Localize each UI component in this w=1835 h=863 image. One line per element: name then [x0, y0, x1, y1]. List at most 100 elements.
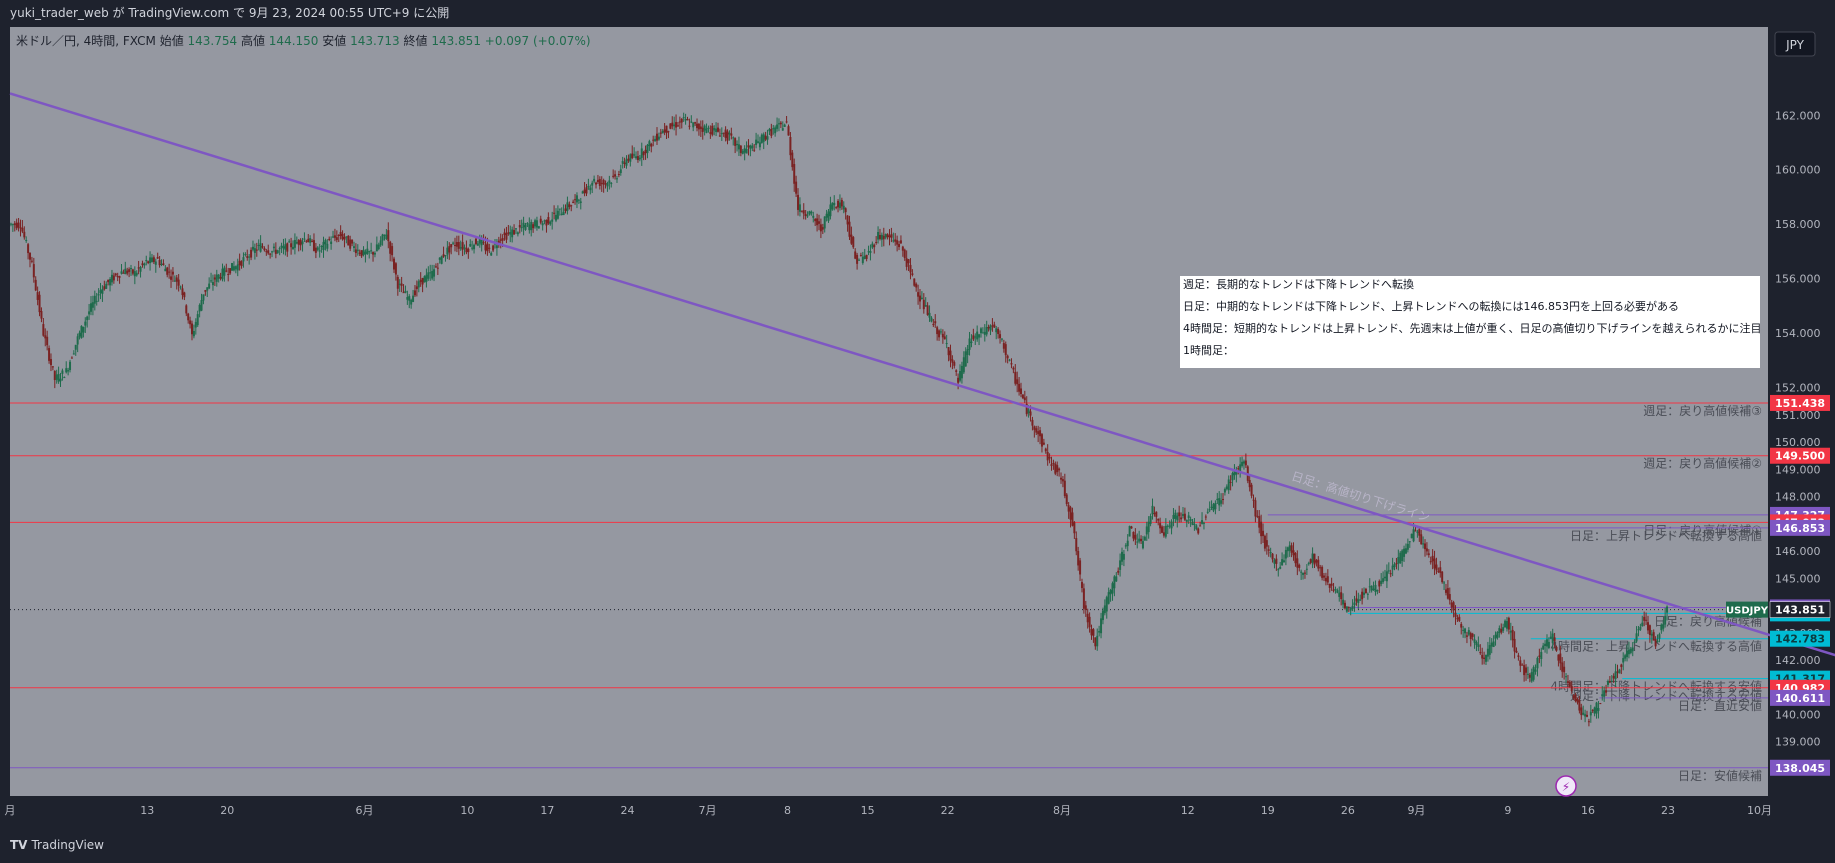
candle-body	[1483, 657, 1486, 659]
candle-body	[1645, 619, 1648, 621]
level-label: 日足：安値候補	[1678, 768, 1762, 783]
candle-body	[842, 205, 845, 210]
candle-body	[793, 164, 796, 184]
candle-body	[181, 288, 184, 296]
x-tick-label: 9	[1504, 804, 1511, 817]
candle-body	[396, 276, 399, 289]
candle-body	[899, 240, 902, 244]
candle-body	[867, 251, 870, 253]
price-chart[interactable]: 米ドル／円, 4時間, FXCM 始値 143.754 高値 144.150 安…	[0, 0, 1835, 828]
candle-body	[1599, 703, 1602, 705]
candle-body	[364, 251, 367, 255]
y-tick-label: 150.000	[1775, 436, 1821, 449]
candle-body	[89, 303, 92, 312]
alert-icon[interactable]	[1555, 775, 1577, 797]
candle-body	[858, 259, 861, 261]
price-badge	[1770, 447, 1830, 464]
level-label: 週足：下降トレンドへ転換する安値	[1570, 688, 1762, 703]
candle-body	[1004, 344, 1007, 356]
candle-body	[457, 241, 460, 249]
candle-body	[1616, 671, 1619, 673]
candle-body	[299, 239, 302, 246]
candle-body	[501, 237, 504, 241]
tradingview-logo[interactable]: TV TradingView	[10, 838, 104, 852]
trendline[interactable]	[9, 92, 1835, 660]
candle-body	[1494, 634, 1497, 639]
candle-body	[1486, 648, 1489, 657]
candle-body	[179, 286, 182, 288]
candle-body	[1437, 570, 1440, 572]
candle-body	[817, 221, 820, 224]
candle-body	[1572, 695, 1575, 699]
candle-body	[1582, 712, 1585, 715]
candle-body	[806, 215, 809, 217]
candle-body	[528, 224, 531, 231]
x-tick-label: 19	[1261, 804, 1275, 817]
candle-body	[1115, 576, 1118, 582]
candle-body	[1124, 545, 1127, 547]
y-tick-label: 162.000	[1775, 109, 1821, 122]
candle-body	[547, 217, 550, 224]
candle-body	[84, 321, 87, 326]
candle-body	[1380, 580, 1383, 584]
candle-body	[903, 249, 906, 259]
candle-body	[1159, 523, 1162, 529]
candle-body	[1265, 540, 1268, 547]
candle-body	[1204, 516, 1207, 518]
candle-body	[1199, 525, 1202, 527]
candle-body	[278, 248, 281, 250]
candle-body	[612, 175, 615, 177]
candle-body	[1370, 585, 1373, 591]
candle-body	[1509, 630, 1512, 633]
candle-body	[1012, 367, 1015, 370]
candle-body	[1260, 521, 1263, 537]
x-tick-label: 26	[1341, 804, 1355, 817]
candle-body	[1103, 605, 1106, 614]
candle-body	[328, 238, 331, 240]
candle-body	[676, 125, 679, 127]
candle-body	[642, 152, 645, 156]
candle-body	[67, 370, 70, 372]
candle-body	[88, 311, 91, 315]
candle-body	[1092, 629, 1095, 636]
currency-button-label[interactable]: JPY	[1785, 38, 1805, 52]
candle-body	[1614, 671, 1617, 680]
candle-body	[1056, 465, 1059, 473]
candle-body	[583, 189, 586, 194]
candle-body	[825, 213, 828, 218]
candle-body	[526, 223, 529, 225]
candle-body	[185, 305, 188, 314]
candle-body	[1134, 534, 1137, 540]
candle-body	[665, 125, 668, 134]
candle-body	[467, 248, 470, 253]
candle-body	[854, 251, 857, 259]
candle-body	[1256, 515, 1259, 517]
candle-body	[1549, 636, 1552, 639]
candle-body	[671, 122, 674, 127]
candle-body	[1069, 507, 1072, 520]
candle-body	[322, 241, 325, 250]
candle-body	[764, 135, 767, 140]
candle-body	[1060, 477, 1063, 480]
candle-body	[187, 313, 190, 321]
candle-body	[1244, 460, 1247, 466]
candle-body	[545, 219, 548, 226]
candle-body	[332, 236, 335, 238]
candle-body	[194, 322, 197, 328]
candle-body	[177, 279, 180, 286]
y-tick-label: 142.000	[1775, 654, 1821, 667]
candle-body	[711, 125, 714, 135]
candle-body	[932, 324, 935, 326]
currency-button[interactable]	[1774, 31, 1816, 57]
candle-body	[495, 245, 498, 249]
candle-body	[343, 237, 346, 240]
candle-body	[1107, 592, 1110, 604]
time-axis-bg	[0, 796, 1768, 828]
candle-body	[1479, 652, 1482, 654]
candle-body	[606, 183, 609, 187]
last-price-badge-label: 143.851	[1775, 604, 1825, 617]
candle-body	[1319, 567, 1322, 569]
candle-body	[1193, 524, 1196, 526]
candle-body	[1311, 553, 1314, 563]
candle-body	[1528, 674, 1531, 678]
